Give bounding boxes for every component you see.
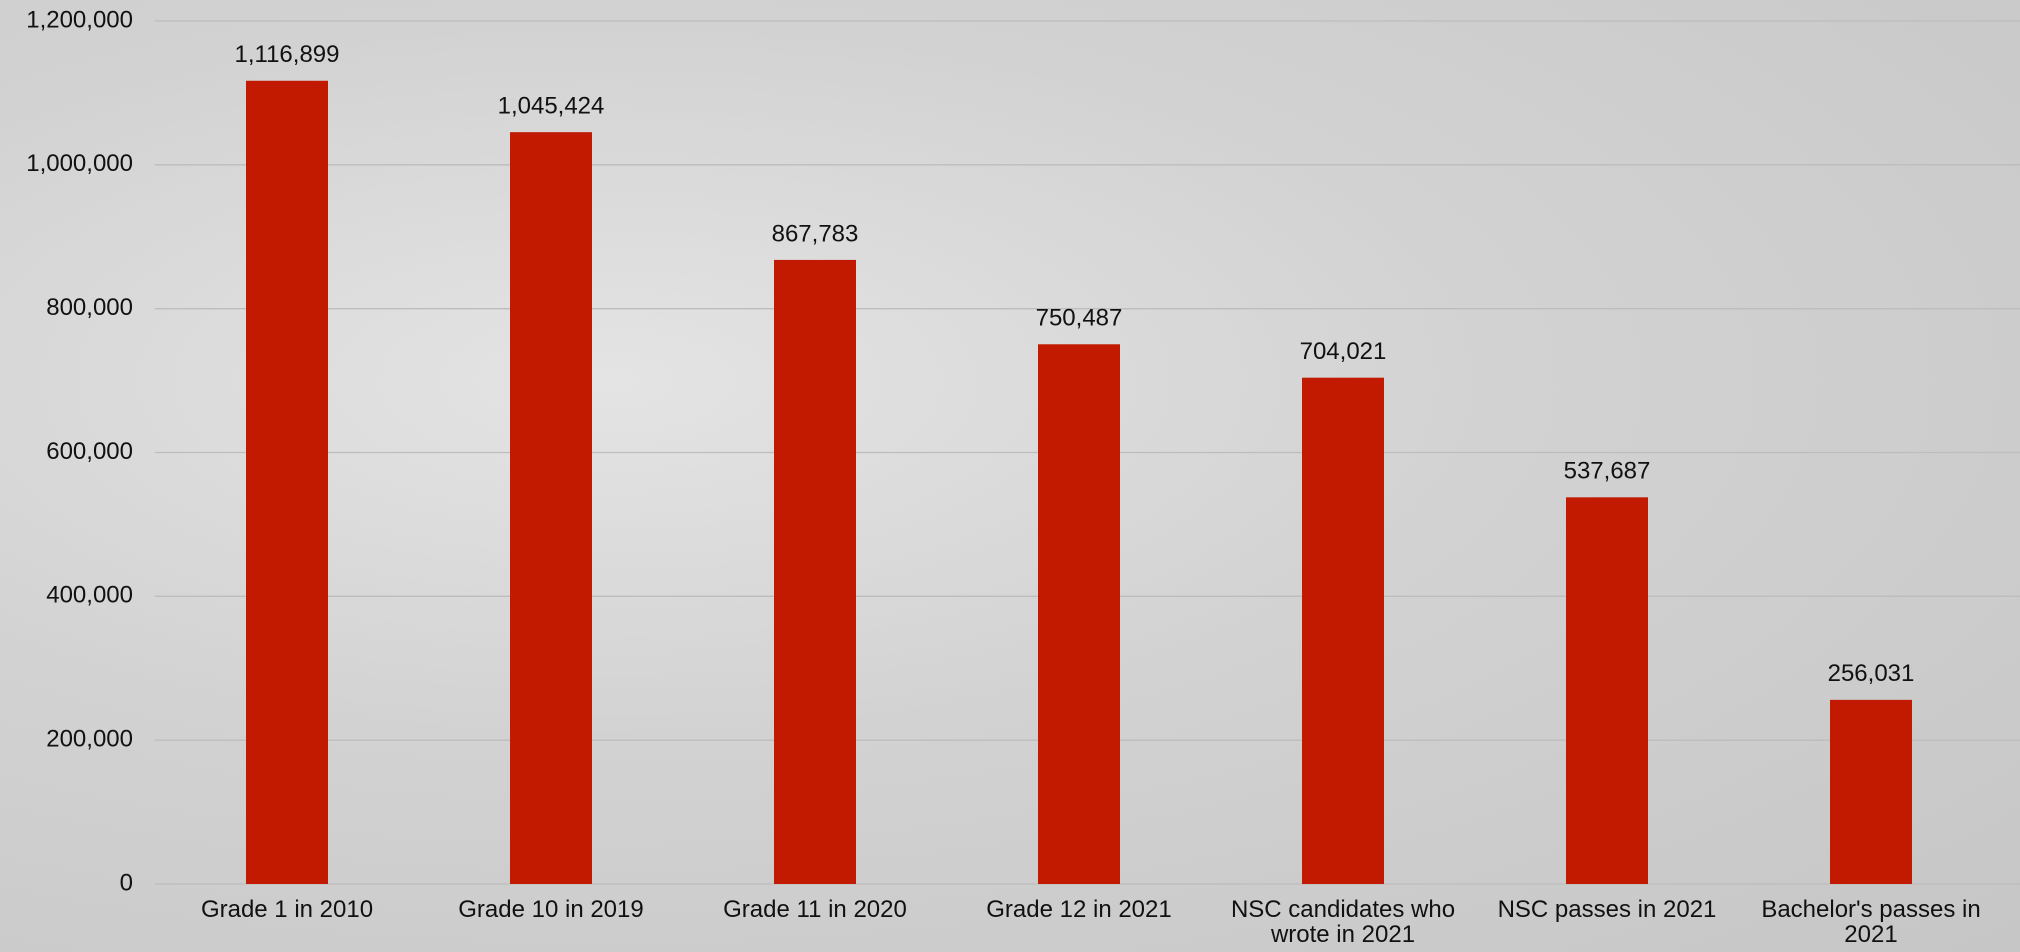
x-tick-label: NSC candidates who wrote in 2021 <box>1211 897 1475 947</box>
bar <box>774 260 856 884</box>
y-tick-label: 800,000 <box>46 294 133 321</box>
y-tick-label: 600,000 <box>46 438 133 465</box>
bar <box>510 132 592 884</box>
value-label: 704,021 <box>1300 338 1387 365</box>
y-tick-label: 400,000 <box>46 582 133 609</box>
bar <box>246 81 328 884</box>
x-tick-label: Bachelor's passes in 2021 <box>1739 897 2003 947</box>
bar <box>1566 497 1648 884</box>
y-tick-label: 200,000 <box>46 726 133 753</box>
y-tick-label: 1,000,000 <box>26 150 133 177</box>
bar <box>1302 378 1384 884</box>
chart-page: 0 200,000 400,000 600,000 800,000 1,000,000 1,… <box>0 0 2020 952</box>
value-label: 1,116,899 <box>235 41 340 68</box>
x-tick-label: Grade 1 in 2010 <box>155 897 419 922</box>
chart: 0 200,000 400,000 600,000 800,000 1,000,000 1,… <box>0 0 2020 952</box>
value-label: 867,783 <box>772 220 859 247</box>
bar <box>1830 700 1912 884</box>
x-tick-label: Grade 10 in 2019 <box>419 897 683 922</box>
value-label: 537,687 <box>1564 458 1651 485</box>
value-label: 1,045,424 <box>498 93 605 120</box>
bar <box>1038 344 1120 884</box>
x-tick-label: Grade 11 in 2020 <box>683 897 947 922</box>
value-label: 256,031 <box>1828 660 1915 687</box>
y-tick-label: 0 <box>120 869 133 896</box>
x-tick-label: Grade 12 in 2021 <box>947 897 1211 922</box>
value-label: 750,487 <box>1036 305 1123 332</box>
x-tick-label: NSC passes in 2021 <box>1475 897 1739 922</box>
y-tick-label: 1,200,000 <box>26 6 133 33</box>
